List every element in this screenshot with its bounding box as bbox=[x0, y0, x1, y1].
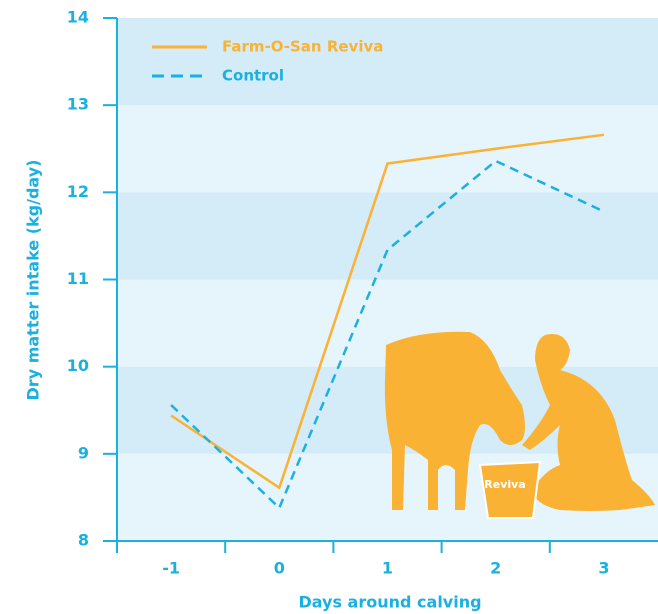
y-tick-label: 8 bbox=[78, 531, 89, 550]
y-tick-label: 14 bbox=[67, 8, 89, 27]
y-tick-label: 9 bbox=[78, 443, 89, 462]
x-tick-label: 3 bbox=[598, 559, 609, 578]
series-line bbox=[170, 159, 605, 511]
y-tick-label: 10 bbox=[67, 356, 89, 375]
bucket-label: Reviva bbox=[484, 478, 525, 491]
x-tick-label: 1 bbox=[382, 559, 393, 578]
farmer-silhouette bbox=[522, 334, 655, 511]
band bbox=[117, 105, 658, 193]
legend-label: Control bbox=[222, 67, 284, 85]
illustration: Reviva bbox=[384, 331, 655, 519]
band bbox=[117, 18, 658, 106]
series-line bbox=[170, 133, 605, 490]
y-tick-label: 12 bbox=[67, 182, 89, 201]
y-tick-label: 13 bbox=[67, 95, 89, 114]
x-tick-label: 2 bbox=[490, 559, 501, 578]
x-tick-label: -1 bbox=[162, 559, 180, 578]
cow-silhouette bbox=[384, 331, 525, 510]
y-axis-title: Dry matter intake (kg/day) bbox=[24, 160, 43, 401]
legend-label: Farm-O-San Reviva bbox=[222, 38, 383, 56]
band bbox=[117, 192, 658, 280]
x-tick-label: 0 bbox=[274, 559, 285, 578]
bucket bbox=[478, 460, 542, 519]
y-tick-label: 11 bbox=[67, 269, 89, 288]
x-axis-title: Days around calving bbox=[298, 593, 481, 612]
